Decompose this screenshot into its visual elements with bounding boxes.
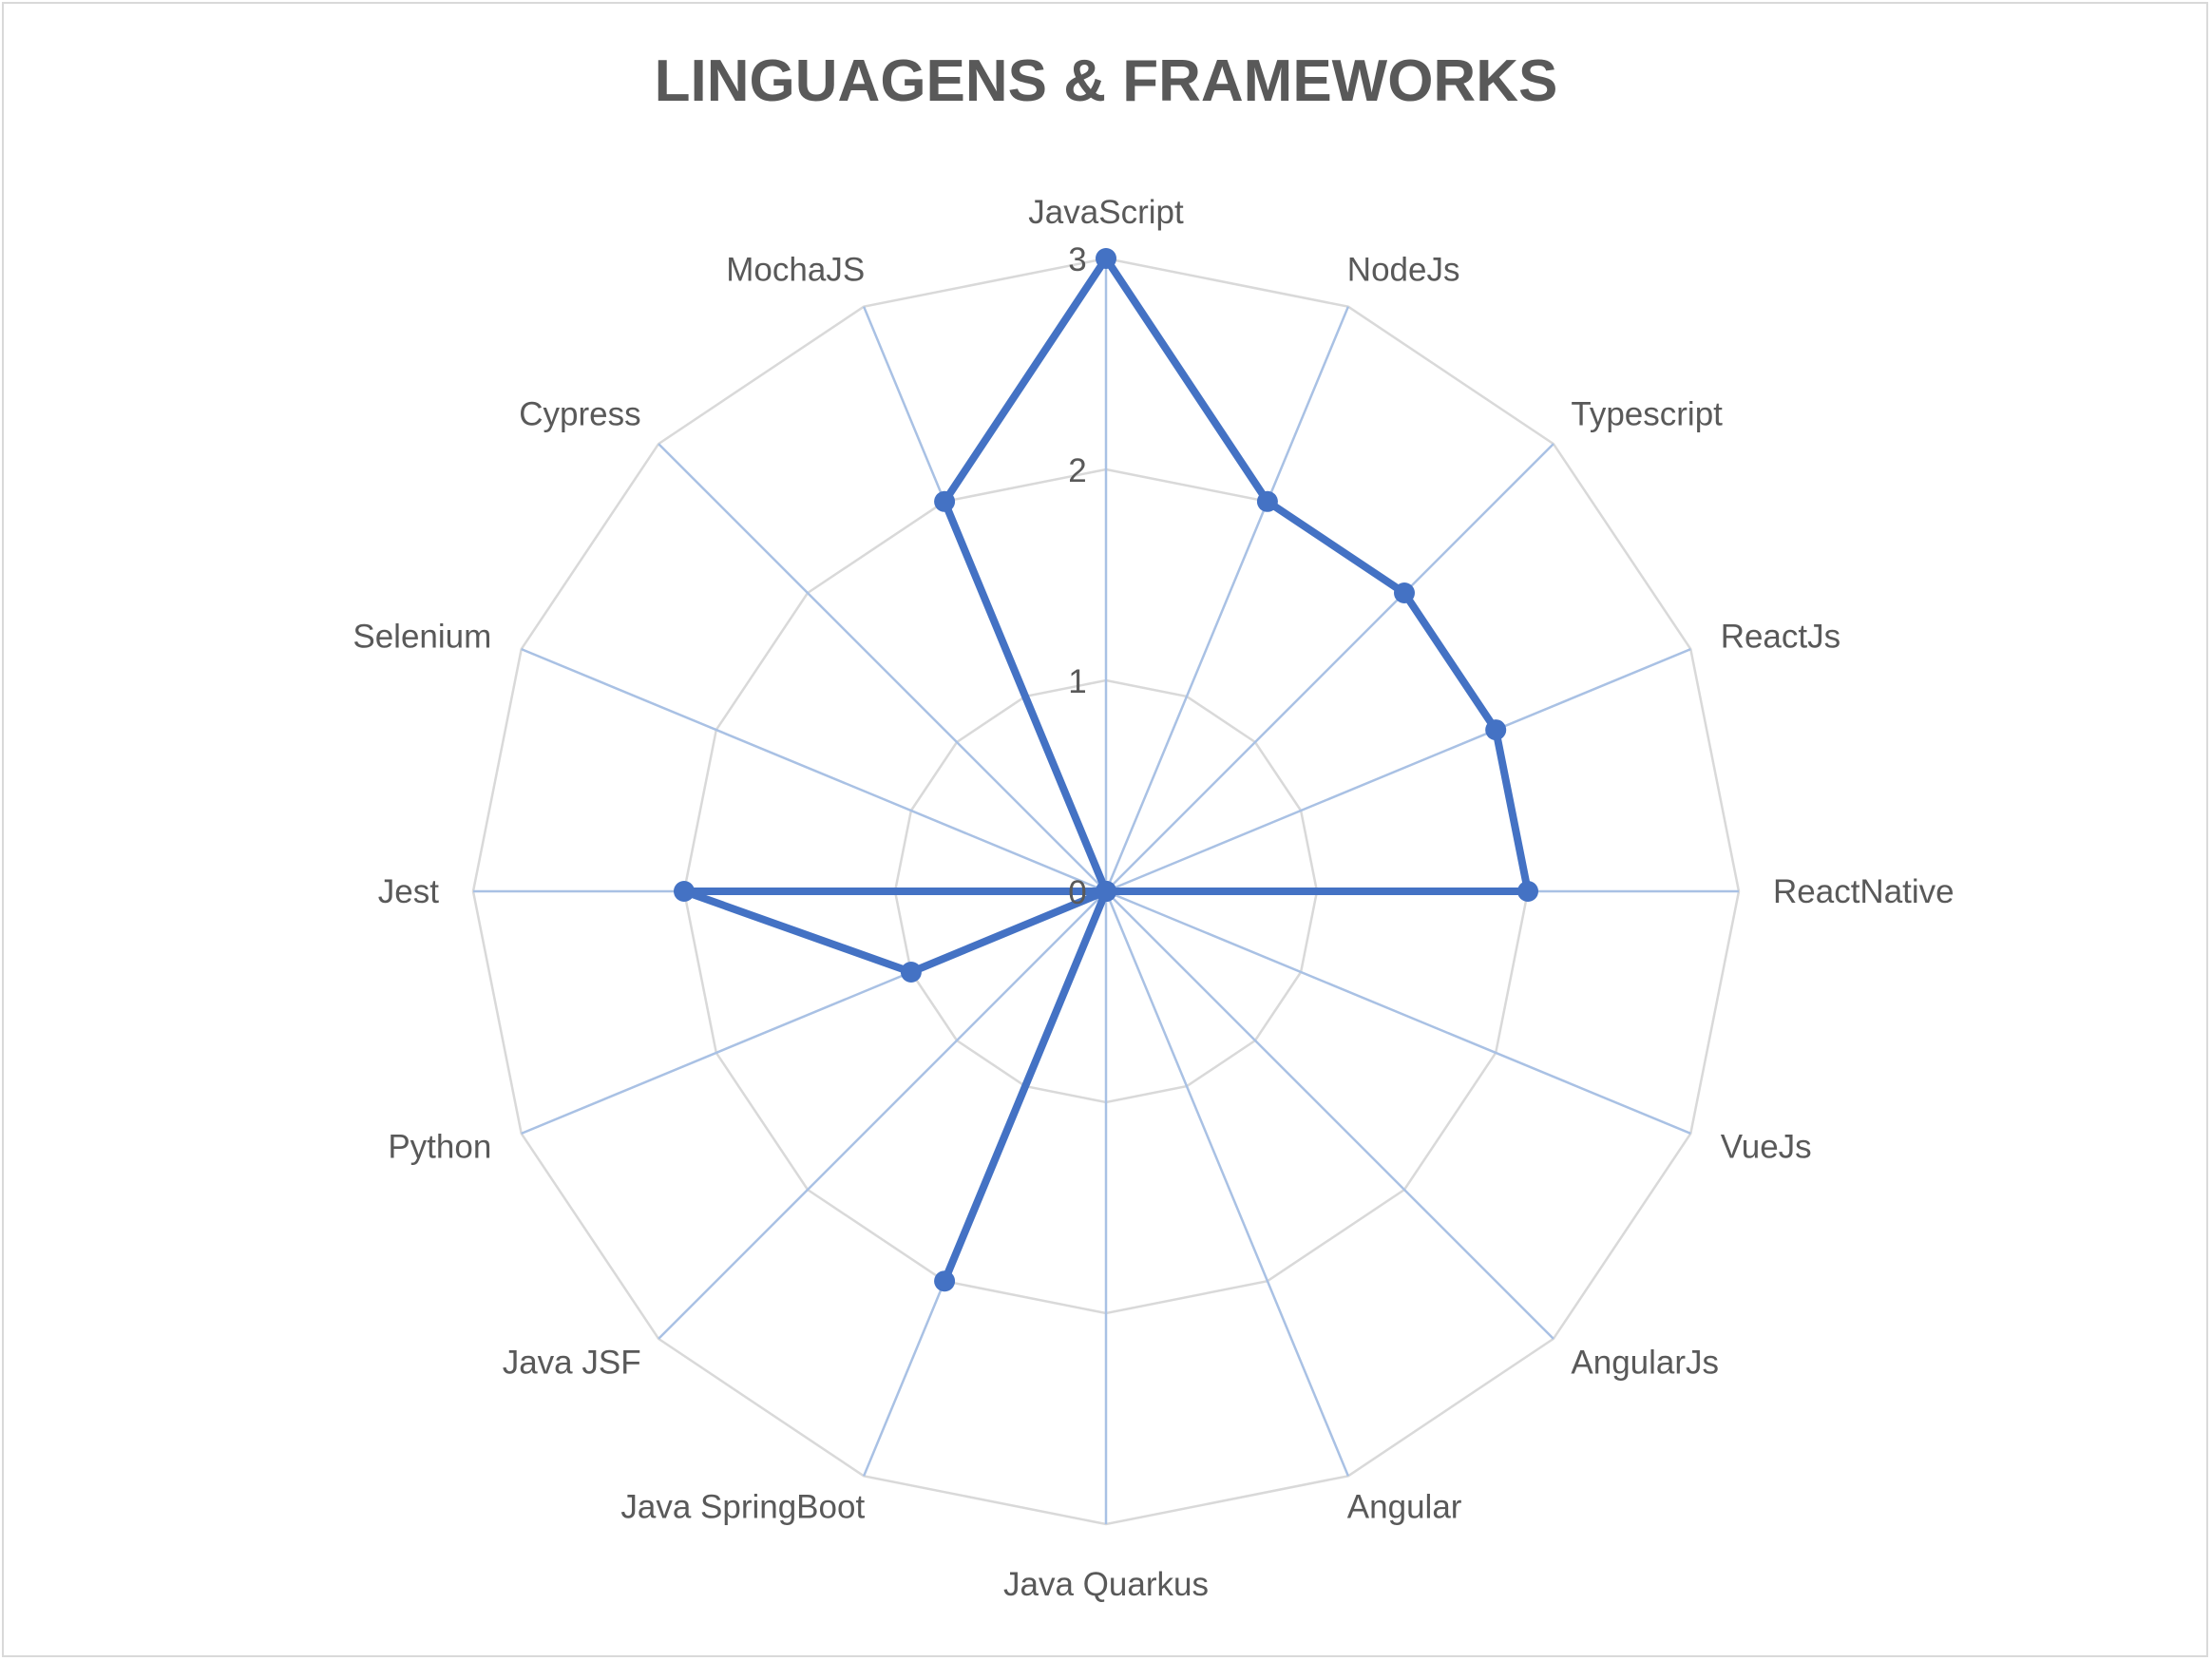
- spoke-3: [1105, 647, 1691, 893]
- data-point-reactnative: [1517, 881, 1538, 902]
- data-point-javascript: [1096, 248, 1116, 269]
- series-group: [674, 248, 1538, 1292]
- tick-label-1: 1: [1068, 663, 1086, 700]
- spoke-13: [521, 647, 1107, 893]
- spoke-6: [1105, 890, 1554, 1340]
- spoke-10: [658, 890, 1107, 1340]
- category-label-java-quarkus: Java Quarkus: [1003, 1566, 1209, 1603]
- spoke-2: [1105, 443, 1554, 892]
- category-label-cypress: Cypress: [519, 395, 640, 432]
- data-point-python: [900, 962, 922, 983]
- data-point-cypress: [1096, 881, 1116, 902]
- category-label-vuejs: VueJs: [1721, 1128, 1812, 1165]
- chart-title: LINGUAGENS & FRAMEWORKS: [655, 48, 1558, 114]
- spoke-1: [1104, 306, 1350, 892]
- category-labels: JavaScript NodeJs Typescript ReactJs ReactNa…: [353, 194, 1954, 1603]
- data-point-mochajs: [934, 490, 956, 512]
- category-label-reactjs: ReactJs: [1721, 619, 1840, 656]
- category-label-javascript: JavaScript: [1028, 194, 1184, 231]
- category-label-mochajs: MochaJS: [726, 251, 865, 288]
- category-label-java-jsf: Java JSF: [503, 1345, 641, 1382]
- data-point-jest: [674, 881, 695, 902]
- data-point-nodejs: [1256, 490, 1278, 512]
- spoke-7: [1104, 890, 1350, 1477]
- tick-label-0: 0: [1068, 874, 1086, 911]
- category-label-jest: Jest: [378, 873, 439, 910]
- radial-tick-labels: 0 1 2 3: [1068, 241, 1086, 911]
- data-point-typescript: [1394, 582, 1415, 603]
- spoke-14: [658, 443, 1107, 892]
- tick-label-3: 3: [1068, 241, 1086, 278]
- category-label-angular: Angular: [1347, 1489, 1462, 1526]
- spoke-5: [1105, 889, 1691, 1136]
- category-label-python: Python: [388, 1128, 491, 1165]
- category-label-java-springboot: Java SpringBoot: [620, 1489, 865, 1526]
- category-label-selenium: Selenium: [353, 619, 491, 656]
- category-label-angularjs: AngularJs: [1571, 1345, 1719, 1382]
- category-label-typescript: Typescript: [1571, 395, 1723, 432]
- data-point-java-springboot: [934, 1270, 956, 1292]
- tick-label-2: 2: [1068, 452, 1086, 489]
- category-label-reactnative: ReactNative: [1773, 873, 1955, 910]
- category-label-nodejs: NodeJs: [1347, 251, 1460, 288]
- data-point-reactjs: [1485, 719, 1507, 741]
